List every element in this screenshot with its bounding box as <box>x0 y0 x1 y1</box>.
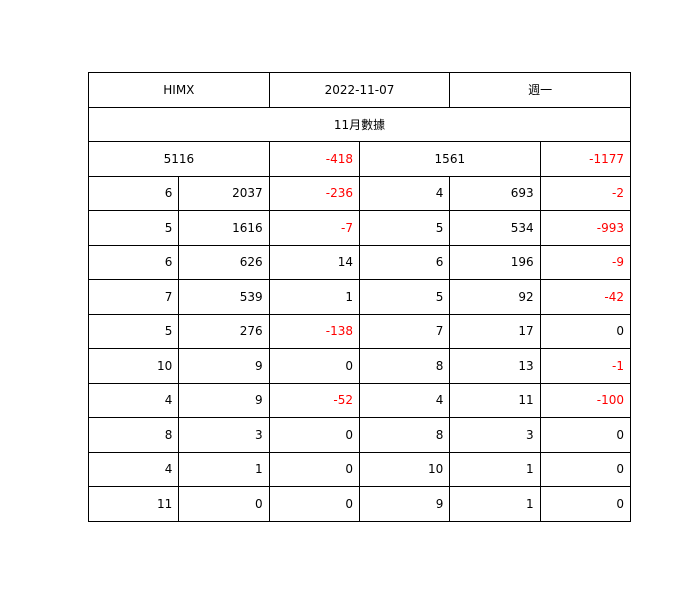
right-change-cell[interactable]: 0 <box>539 417 632 453</box>
month-title-row: 11月數據 <box>88 106 631 142</box>
left-count-cell[interactable]: 8 <box>87 417 180 453</box>
right-count-cell[interactable]: 7 <box>358 313 451 349</box>
right-count-cell[interactable]: 8 <box>358 348 451 384</box>
left-change-cell[interactable]: 14 <box>268 244 361 280</box>
right-change-cell[interactable]: -42 <box>539 279 632 315</box>
right-total-cell[interactable]: 1561 <box>359 141 541 177</box>
header-row: HIMX 2022-11-07 週一 <box>88 72 631 108</box>
data-sheet: HIMX 2022-11-07 週一 11月數據 5116 -418 1561 … <box>87 72 632 522</box>
weekday-cell[interactable]: 週一 <box>449 72 631 108</box>
right-change-cell[interactable]: -1177 <box>539 141 632 177</box>
summary-row: 5116 -418 1561 -1177 <box>88 141 632 177</box>
left-change-cell[interactable]: 1 <box>268 279 361 315</box>
table-row: 6 626 14 6 196 -9 <box>87 244 632 280</box>
left-volume-cell[interactable]: 539 <box>178 279 270 315</box>
ticker-cell[interactable]: HIMX <box>88 72 270 108</box>
right-count-cell[interactable]: 6 <box>358 244 451 280</box>
right-change-cell[interactable]: -993 <box>539 210 632 246</box>
left-change-cell[interactable]: -236 <box>268 175 361 211</box>
left-change-cell[interactable]: -7 <box>268 210 361 246</box>
right-change-cell[interactable]: 0 <box>539 486 632 522</box>
right-count-cell[interactable]: 5 <box>358 279 451 315</box>
right-count-cell[interactable]: 5 <box>358 210 451 246</box>
left-volume-cell[interactable]: 276 <box>178 313 270 349</box>
left-change-cell[interactable]: 0 <box>268 486 361 522</box>
left-volume-cell[interactable]: 9 <box>178 348 270 384</box>
left-change-cell[interactable]: -52 <box>268 382 361 418</box>
right-change-cell[interactable]: 0 <box>539 451 632 487</box>
table-row: 11 0 0 9 1 0 <box>87 486 632 522</box>
table-row: 10 9 0 8 13 -1 <box>87 348 632 384</box>
right-count-cell[interactable]: 8 <box>358 417 451 453</box>
left-change-cell[interactable]: -138 <box>268 313 361 349</box>
right-change-cell[interactable]: -9 <box>539 244 632 280</box>
right-volume-cell[interactable]: 196 <box>449 244 541 280</box>
right-change-cell[interactable]: -2 <box>539 175 632 211</box>
right-change-cell[interactable]: -1 <box>539 348 632 384</box>
left-volume-cell[interactable]: 3 <box>178 417 270 453</box>
left-volume-cell[interactable]: 626 <box>178 244 270 280</box>
right-volume-cell[interactable]: 17 <box>449 313 541 349</box>
left-volume-cell[interactable]: 2037 <box>178 175 270 211</box>
right-count-cell[interactable]: 10 <box>358 451 451 487</box>
left-change-cell[interactable]: -418 <box>268 141 361 177</box>
right-volume-cell[interactable]: 11 <box>449 382 541 418</box>
left-change-cell[interactable]: 0 <box>268 451 361 487</box>
month-title-cell[interactable]: 11月數據 <box>88 106 631 142</box>
left-change-cell[interactable]: 0 <box>268 348 361 384</box>
date-cell[interactable]: 2022-11-07 <box>268 72 451 108</box>
right-volume-cell[interactable]: 92 <box>449 279 541 315</box>
right-count-cell[interactable]: 9 <box>358 486 451 522</box>
left-volume-cell[interactable]: 9 <box>178 382 270 418</box>
table-row: 5 276 -138 7 17 0 <box>87 313 632 349</box>
right-volume-cell[interactable]: 1 <box>449 486 541 522</box>
left-volume-cell[interactable]: 1616 <box>178 210 270 246</box>
left-change-cell[interactable]: 0 <box>268 417 361 453</box>
left-volume-cell[interactable]: 1 <box>178 451 270 487</box>
right-volume-cell[interactable]: 3 <box>449 417 541 453</box>
left-count-cell[interactable]: 11 <box>87 486 180 522</box>
left-count-cell[interactable]: 6 <box>87 175 180 211</box>
table-row: 5 1616 -7 5 534 -993 <box>87 210 632 246</box>
left-count-cell[interactable]: 4 <box>87 451 180 487</box>
right-change-cell[interactable]: -100 <box>539 382 632 418</box>
left-count-cell[interactable]: 5 <box>87 210 180 246</box>
right-count-cell[interactable]: 4 <box>358 382 451 418</box>
right-volume-cell[interactable]: 13 <box>449 348 541 384</box>
left-count-cell[interactable]: 4 <box>87 382 180 418</box>
table-row: 7 539 1 5 92 -42 <box>87 279 632 315</box>
left-count-cell[interactable]: 10 <box>87 348 180 384</box>
left-volume-cell[interactable]: 0 <box>178 486 270 522</box>
left-count-cell[interactable]: 5 <box>87 313 180 349</box>
left-total-cell[interactable]: 5116 <box>88 141 270 177</box>
table-row: 4 9 -52 4 11 -100 <box>87 382 632 418</box>
left-count-cell[interactable]: 6 <box>87 244 180 280</box>
left-count-cell[interactable]: 7 <box>87 279 180 315</box>
right-count-cell[interactable]: 4 <box>358 175 451 211</box>
table-row: 6 2037 -236 4 693 -2 <box>87 175 632 211</box>
table-row: 4 1 0 10 1 0 <box>87 451 632 487</box>
right-volume-cell[interactable]: 534 <box>449 210 541 246</box>
sheet-body: HIMX 2022-11-07 週一 11月數據 5116 -418 1561 … <box>87 72 632 522</box>
right-volume-cell[interactable]: 693 <box>449 175 541 211</box>
right-change-cell[interactable]: 0 <box>539 313 632 349</box>
right-volume-cell[interactable]: 1 <box>449 451 541 487</box>
